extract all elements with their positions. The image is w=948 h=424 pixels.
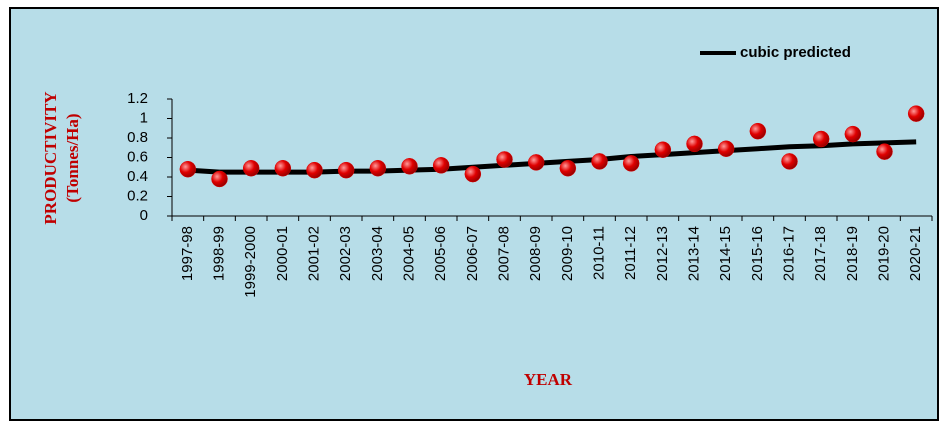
x-tick-label-group: 2001-02 <box>305 226 322 281</box>
x-tick-label-group: 2014-15 <box>717 226 734 281</box>
data-point <box>274 159 292 177</box>
x-tick-label-group: 1999-2000 <box>242 226 259 298</box>
data-point <box>717 140 735 157</box>
x-tick-label: 2003-04 <box>369 226 386 281</box>
x-tick-label: 2005-06 <box>432 226 449 281</box>
x-tick-label-group: 2017-18 <box>812 226 829 281</box>
x-tick-label: 2010-11 <box>590 226 607 280</box>
data-point <box>527 154 545 171</box>
x-tick-label-group: 2004-05 <box>400 226 417 281</box>
x-tick-label-group: 2019-20 <box>875 226 892 281</box>
x-tick-label-group: 2008-09 <box>527 226 544 281</box>
data-point <box>337 161 355 179</box>
x-tick-label: 2019-20 <box>875 226 892 281</box>
x-tick-label-group: 2012-13 <box>654 226 671 281</box>
x-tick-label-group: 2013-14 <box>685 226 702 281</box>
x-tick-label-group: 1998-99 <box>210 226 227 281</box>
x-tick-label-group: 2016-17 <box>780 226 797 281</box>
y-axis-title: PRODUCTIVITY (Tonnes/Ha) <box>41 91 82 224</box>
y-tick-label: 0 <box>140 207 148 224</box>
x-tick-label-group: 2010-11 <box>590 226 607 280</box>
x-tick-label: 2006-07 <box>464 226 481 281</box>
y-tick-label: 0.4 <box>127 168 148 185</box>
data-point <box>432 157 450 174</box>
x-tick-label: 2020-21 <box>907 226 924 281</box>
data-point <box>464 165 482 183</box>
data-point <box>907 105 925 122</box>
data-point <box>559 159 577 177</box>
x-tick-label: 2009-10 <box>559 226 576 281</box>
x-tick-label: 2002-03 <box>337 226 354 281</box>
x-tick-label: 2014-15 <box>717 226 734 281</box>
x-tick-label: 2011-12 <box>622 226 639 280</box>
data-point <box>496 151 513 168</box>
data-point <box>654 141 672 158</box>
data-point <box>369 159 387 177</box>
data-point <box>242 159 260 177</box>
x-tick-label: 2000-01 <box>274 226 291 281</box>
x-tick-label-group: 2006-07 <box>464 226 481 281</box>
data-point <box>622 155 640 172</box>
x-tick-label-group: 2020-21 <box>907 226 924 281</box>
y-tick-label: 1 <box>140 109 148 126</box>
y-tick-label: 0.6 <box>127 148 148 165</box>
x-tick-label-group: 2007-08 <box>495 226 512 281</box>
x-tick-label: 2015-16 <box>749 226 766 281</box>
x-tick-label-group: 2018-19 <box>844 226 861 281</box>
x-tick-label: 1998-99 <box>210 226 227 281</box>
x-tick-label-group: 2005-06 <box>432 226 449 281</box>
x-tick-label: 2008-09 <box>527 226 544 281</box>
y-axis-title-line: PRODUCTIVITY <box>41 91 60 224</box>
x-tick-label: 2001-02 <box>305 226 322 281</box>
x-tick-label: 2007-08 <box>495 226 512 281</box>
y-tick-label: 1.2 <box>127 90 148 107</box>
x-tick-label-group: 2000-01 <box>274 226 291 281</box>
x-tick-label-group: 2011-12 <box>622 226 639 280</box>
chart-frame <box>9 7 939 421</box>
x-tick-label-group: 1997-98 <box>179 226 196 281</box>
x-axis-title: YEAR <box>524 370 573 389</box>
data-point <box>686 135 703 153</box>
data-point <box>749 122 767 140</box>
x-tick-label: 2013-14 <box>685 226 702 281</box>
data-point <box>211 170 228 188</box>
x-tick-label: 1999-2000 <box>242 226 259 298</box>
x-tick-label-group: 2003-04 <box>369 226 386 281</box>
x-tick-label: 2012-13 <box>654 226 671 281</box>
x-tick-label-group: 2009-10 <box>559 226 576 281</box>
x-tick-label: 2017-18 <box>812 226 829 281</box>
y-axis-title-line: (Tonnes/Ha) <box>63 113 82 202</box>
data-point <box>876 143 893 160</box>
x-tick-label: 1997-98 <box>179 226 196 281</box>
data-point <box>812 130 830 148</box>
x-tick-label-group: 2015-16 <box>749 226 766 281</box>
x-tick-label: 2018-19 <box>844 226 861 281</box>
y-tick-label: 0.8 <box>127 129 148 146</box>
data-point <box>591 153 608 170</box>
x-tick-label: 2016-17 <box>780 226 797 281</box>
y-tick-label: 0.2 <box>127 187 148 204</box>
data-point <box>781 153 798 170</box>
data-point <box>179 160 197 178</box>
legend-label: cubic predicted <box>740 44 851 61</box>
data-point <box>844 125 862 143</box>
data-point <box>401 158 418 175</box>
data-point <box>306 161 323 179</box>
x-tick-label: 2004-05 <box>400 226 417 281</box>
x-tick-label-group: 2002-03 <box>337 226 354 281</box>
